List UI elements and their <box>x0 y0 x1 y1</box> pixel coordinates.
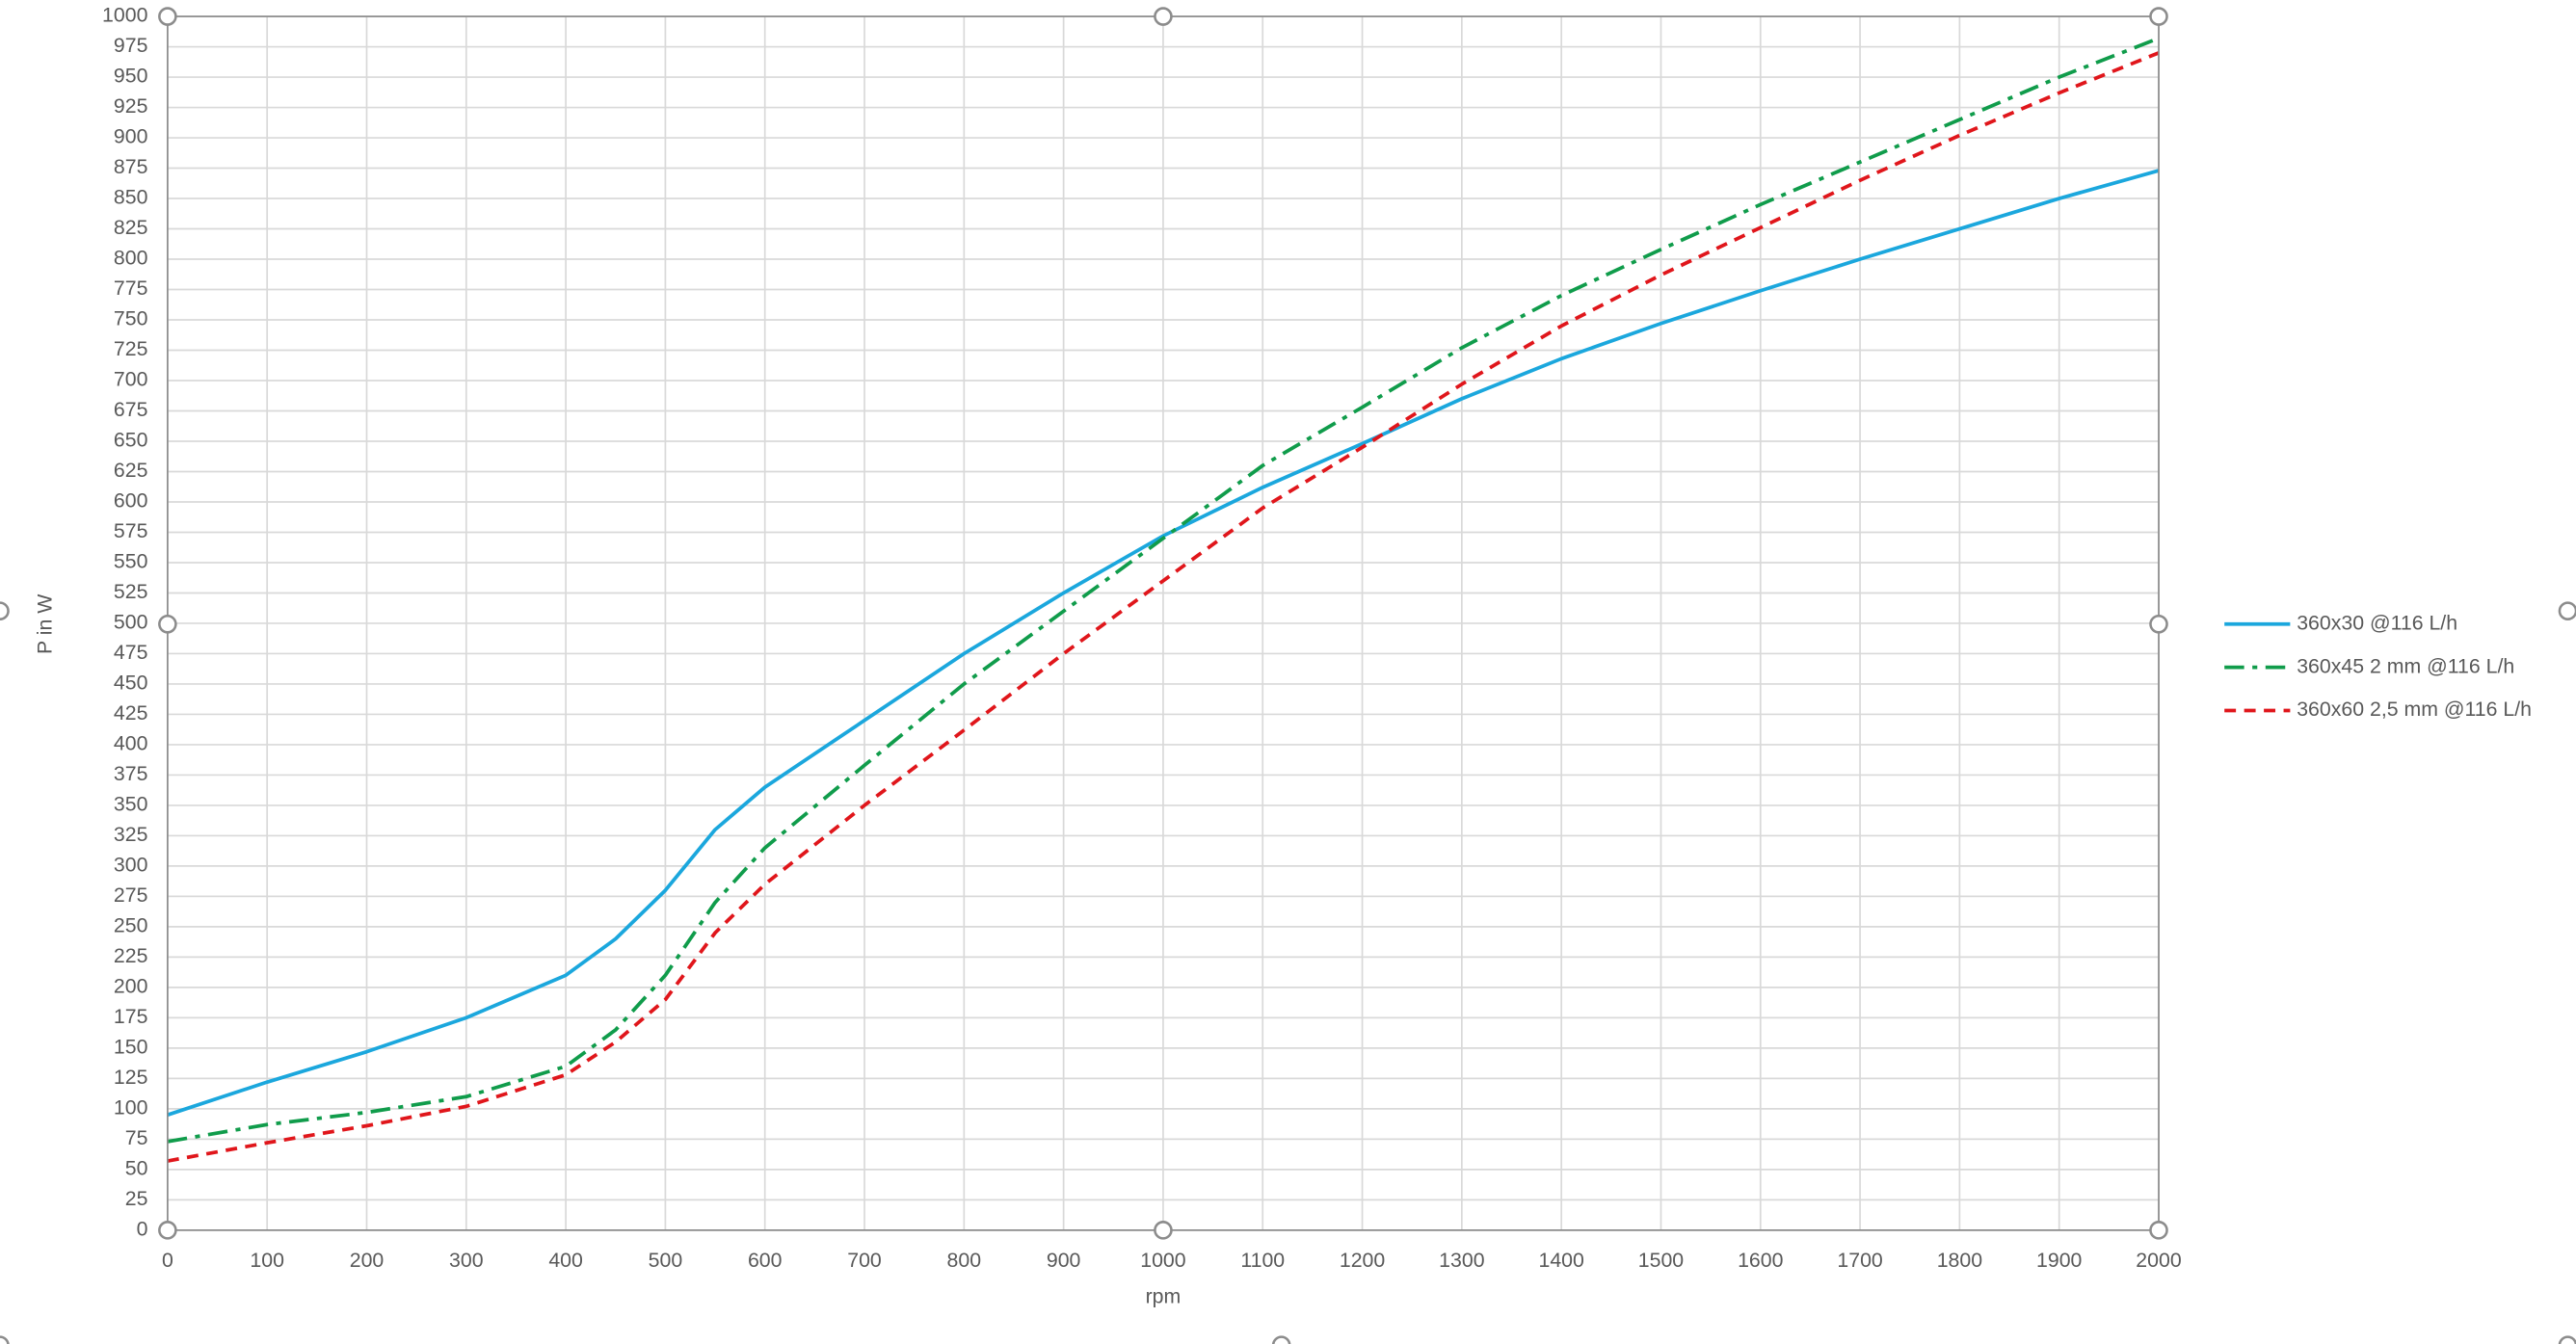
y-axis-label: P in W <box>33 593 56 654</box>
y-tick-label: 600 <box>114 489 148 513</box>
y-tick-label: 975 <box>114 34 148 57</box>
x-tick-label: 1000 <box>1140 1249 1186 1272</box>
y-tick-label: 125 <box>114 1066 148 1089</box>
x-tick-label: 500 <box>649 1249 683 1272</box>
x-tick-label: 600 <box>748 1249 783 1272</box>
y-tick-label: 500 <box>114 611 148 634</box>
y-tick-label: 50 <box>125 1156 148 1179</box>
x-tick-label: 1500 <box>1638 1249 1685 1272</box>
legend-label: 360x60 2,5 mm @116 L/h <box>2297 698 2532 721</box>
y-tick-label: 25 <box>125 1187 148 1210</box>
legend-label: 360x30 @116 L/h <box>2297 611 2457 634</box>
x-tick-label: 1100 <box>1240 1249 1285 1272</box>
series-line <box>167 51 2160 1163</box>
x-tick-label: 1800 <box>1937 1249 1983 1272</box>
y-tick-label: 250 <box>114 914 148 937</box>
y-tick-label: 675 <box>114 398 148 421</box>
y-tick-label: 900 <box>114 125 148 148</box>
y-tick-label: 175 <box>114 1005 148 1028</box>
x-tick-label: 0 <box>162 1249 173 1272</box>
y-tick-label: 850 <box>114 186 148 209</box>
y-tick-label: 275 <box>114 883 148 907</box>
y-tick-label: 225 <box>114 944 148 967</box>
y-tick-label: 1000 <box>102 4 148 27</box>
x-tick-label: 800 <box>947 1249 982 1272</box>
y-tick-label: 375 <box>114 762 148 785</box>
y-tick-label: 0 <box>137 1217 148 1240</box>
selection-handles <box>0 7 2576 1344</box>
y-tick-label: 950 <box>114 65 148 88</box>
x-tick-label: 2000 <box>2136 1249 2182 1272</box>
x-axis-label: rpm <box>1146 1284 1182 1307</box>
y-tick-label: 550 <box>114 550 148 573</box>
x-tick-label: 1900 <box>2036 1249 2083 1272</box>
x-tick-label: 200 <box>350 1249 385 1272</box>
x-tick-label: 300 <box>449 1249 484 1272</box>
y-tick-label: 725 <box>114 337 148 360</box>
y-tick-label: 875 <box>114 155 148 178</box>
y-tick-label: 775 <box>114 277 148 300</box>
y-tick-label: 650 <box>114 429 148 452</box>
y-tick-label: 750 <box>114 307 148 330</box>
y-tick-label: 150 <box>114 1036 148 1059</box>
y-tick-label: 575 <box>114 519 148 542</box>
y-tick-label: 700 <box>114 368 148 391</box>
y-tick-label: 200 <box>114 975 148 998</box>
y-tick-label: 825 <box>114 216 148 239</box>
series-line <box>167 169 2160 1117</box>
y-tick-label: 325 <box>114 823 148 846</box>
y-tick-label: 300 <box>114 854 148 877</box>
y-tick-label: 475 <box>114 641 148 664</box>
legend-label: 360x45 2 mm @116 L/h <box>2297 654 2514 677</box>
x-tick-label: 1700 <box>1837 1249 1883 1272</box>
x-tick-label: 1200 <box>1340 1249 1386 1272</box>
y-tick-label: 800 <box>114 247 148 270</box>
y-tick-label: 925 <box>114 94 148 118</box>
y-tick-label: 100 <box>114 1095 148 1119</box>
x-tick-label: 1600 <box>1738 1249 1784 1272</box>
y-tick-label: 450 <box>114 672 148 695</box>
y-tick-label: 525 <box>114 580 148 603</box>
y-tick-label: 400 <box>114 732 148 755</box>
y-tick-label: 425 <box>114 701 148 725</box>
x-tick-label: 900 <box>1047 1249 1081 1272</box>
y-tick-label: 75 <box>125 1126 148 1149</box>
x-tick-label: 1400 <box>1538 1249 1584 1272</box>
x-tick-label: 1300 <box>1439 1249 1485 1272</box>
series-line <box>167 36 2160 1144</box>
x-tick-label: 700 <box>847 1249 882 1272</box>
y-tick-label: 350 <box>114 793 148 816</box>
x-tick-label: 400 <box>548 1249 583 1272</box>
x-tick-label: 100 <box>250 1249 284 1272</box>
y-tick-label: 625 <box>114 459 148 482</box>
